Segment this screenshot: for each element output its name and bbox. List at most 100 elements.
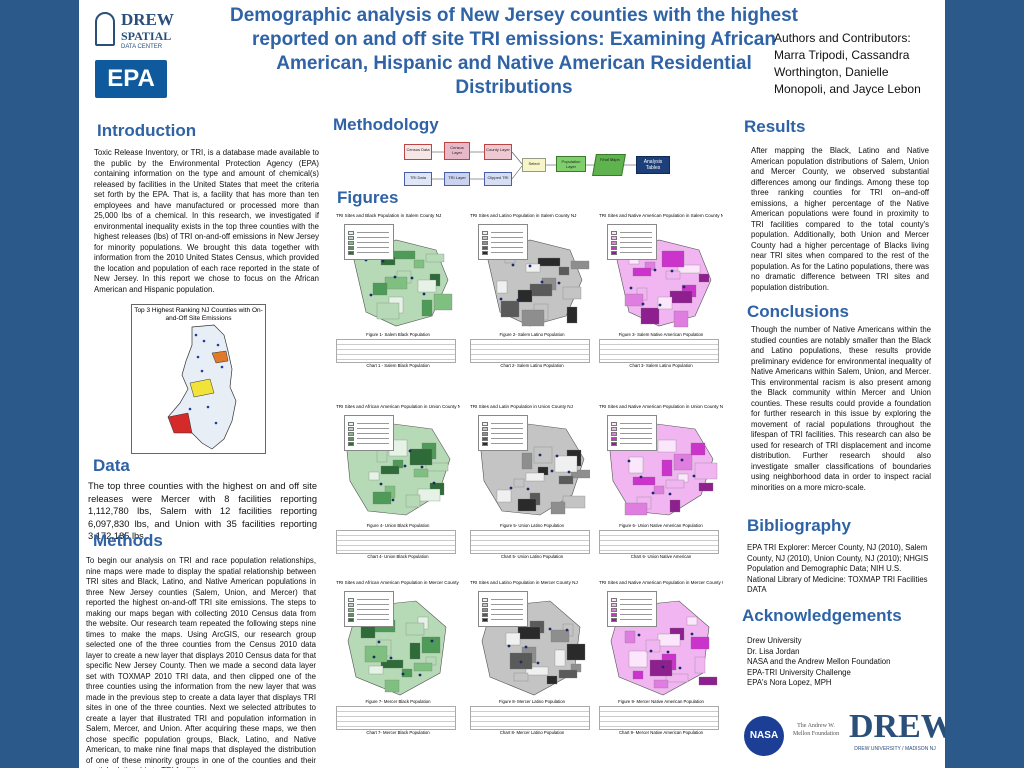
chart-caption: Chart 5- Union Latino Population <box>500 554 564 559</box>
acknowledgement-item: Dr. Lisa Jordan <box>747 646 800 656</box>
acknowledgement-item: EPA-TRI University Challenge <box>747 667 851 677</box>
mercer-county-shape <box>189 378 215 398</box>
population-table <box>599 706 719 730</box>
flow-step: Population Layer <box>556 156 586 172</box>
chart-caption: Chart 3- Salem Latino Population <box>629 363 693 368</box>
chart-caption: Chart 1 - Salem Black Population <box>366 363 430 368</box>
flow-step: Analysis Tables <box>636 156 670 174</box>
choropleth-map <box>336 587 456 699</box>
chart-caption: Chart 9- Mercer Native American Populati… <box>618 730 704 735</box>
population-table <box>470 706 590 730</box>
map-legend <box>344 591 394 627</box>
methodology-heading: Methodology <box>333 115 439 134</box>
map-legend <box>344 415 394 451</box>
figure-caption: Figure 8- Mercer Latino Population <box>498 699 566 704</box>
figure-title: TRI Sites and Latino Population in Merce… <box>470 580 578 585</box>
acknowledgement-item: EPA's Nora Lopez, MPH <box>747 678 832 687</box>
flow-step: TRI Data <box>404 172 432 186</box>
chart-caption: Chart 8- Mercer Latino Population <box>499 730 565 735</box>
population-table <box>470 339 590 363</box>
flow-step: Clipped TRI <box>484 172 512 186</box>
figure-title: TRI Sites and Native American Population… <box>599 580 723 585</box>
flow-step: TRI Layer <box>444 172 470 186</box>
introduction-heading: Introduction <box>97 121 197 140</box>
bibliography-text: EPA TRI Explorer: Mercer County, NJ (201… <box>747 543 929 594</box>
chart-caption: Chart 2- Salem Latino Population <box>500 363 564 368</box>
acknowledgements-list: Drew University Dr. Lisa Jordan NASA and… <box>747 636 932 689</box>
acknowledgements-heading: Acknowledgements <box>742 606 902 625</box>
choropleth-map <box>599 411 719 523</box>
figure-caption: Figure 4- Union Black Population <box>366 523 430 528</box>
flow-arrows <box>432 151 636 180</box>
nj-map-graphic <box>167 324 237 450</box>
mellon-foundation-logo: The Andrew W. Mellon Foundation <box>792 723 840 737</box>
figures-heading: Figures <box>337 188 399 207</box>
flow-step: Select <box>522 158 546 172</box>
methods-text: To begin our analysis on TRI and race po… <box>86 556 316 768</box>
drew-spatial-data-center-logo: DREW SPATIAL DATA CENTER <box>95 10 174 56</box>
population-table <box>336 706 456 730</box>
flow-step: Census Data <box>404 144 432 160</box>
drew-university-subtitle: DREW UNIVERSITY / MADISON NJ <box>854 746 936 752</box>
figure-title: TRI Sites and Native American Population… <box>599 213 723 218</box>
poster-title: Demographic analysis of New Jersey count… <box>229 5 799 98</box>
methodology-flowchart: Census Data Census Layer County Layer TR… <box>404 138 749 188</box>
nj-counties-map: Top 3 Highest Ranking NJ Counties with O… <box>131 304 266 454</box>
data-heading: Data <box>93 456 130 475</box>
results-text: After mapping the Black, Latino and Nati… <box>751 146 929 292</box>
figure-caption: Figure 2- Salem Latino Population <box>499 332 565 337</box>
authors-names: Marra Tripodi, Cassandra Worthington, Da… <box>774 48 921 96</box>
choropleth-map <box>470 411 594 523</box>
figure-caption: Figure 7- Mercer Black Population <box>365 699 431 704</box>
figure-title: TRI Sites and Latino Population in Salem… <box>470 213 577 218</box>
figure-panel: TRI Sites and Black Population in Salem … <box>336 213 460 368</box>
data-text: The top three counties with the highest … <box>88 481 317 541</box>
map-legend <box>607 591 657 627</box>
choropleth-map <box>599 220 719 332</box>
figure-caption: Figure 3- Salem Native American Populati… <box>618 332 704 337</box>
population-table <box>470 530 590 554</box>
conclusions-text: Though the number of Native Americans wi… <box>751 325 931 492</box>
drew-logo-line1: DREW <box>121 10 174 29</box>
drew-logo-line2: SPATIAL <box>121 29 172 43</box>
figure-caption: Figure 6- Union Native American Populati… <box>619 523 703 528</box>
drew-logo-line3: DATA CENTER <box>121 44 163 50</box>
figure-title: TRI Sites and Black Population in Salem … <box>336 213 442 218</box>
choropleth-map <box>470 587 590 699</box>
map-legend <box>478 415 528 451</box>
figure-panel: TRI Sites and Latino Population in Merce… <box>470 580 594 735</box>
flow-step: County Layer <box>484 144 512 160</box>
figure-title: TRI Sites and African American Populatio… <box>336 404 460 409</box>
choropleth-map <box>599 587 719 699</box>
population-table <box>336 530 456 554</box>
results-heading: Results <box>744 117 806 136</box>
figure-panel: TRI Sites and Native American Population… <box>599 404 723 559</box>
figure-panel: TRI Sites and Native American Population… <box>599 580 723 735</box>
introduction-text: Toxic Release Inventory, or TRI, is a da… <box>94 148 319 294</box>
figure-panel: TRI Sites and African American Populatio… <box>336 404 460 559</box>
conclusions-heading: Conclusions <box>747 302 850 321</box>
authors-heading: Authors and Contributors: <box>774 31 911 45</box>
figure-panel: TRI Sites and Latino Population in Salem… <box>470 213 594 368</box>
chart-caption: Chart 4- Union Black Population <box>367 554 429 559</box>
population-table <box>599 530 719 554</box>
map-legend <box>607 224 657 260</box>
bibliography-heading: Bibliography <box>747 516 851 535</box>
acknowledgement-item: Drew University <box>747 636 802 645</box>
figure-title: TRI Sites and Native American Population… <box>599 404 723 409</box>
drew-university-wordmark: DREW <box>849 708 945 745</box>
nasa-logo: NASA <box>744 716 784 756</box>
figure-panel: TRI Sites and Native American Population… <box>599 213 723 368</box>
map-legend <box>344 224 394 260</box>
map-legend <box>478 591 528 627</box>
epa-logo: EPA <box>95 60 167 98</box>
map-legend <box>478 224 528 260</box>
drew-university-logo: DREW DREW UNIVERSITY / MADISON NJ <box>849 708 945 752</box>
choropleth-map <box>336 411 456 523</box>
flow-step: Census Layer <box>444 142 470 160</box>
figure-title: TRI Sites and Latin Population in Union … <box>470 404 573 409</box>
choropleth-map <box>470 220 590 332</box>
methods-heading: Methods <box>93 531 163 550</box>
chart-caption: Chart 6- Union Native American <box>630 554 692 559</box>
chart-caption: Chart 7- Mercer Black Population <box>366 730 430 735</box>
